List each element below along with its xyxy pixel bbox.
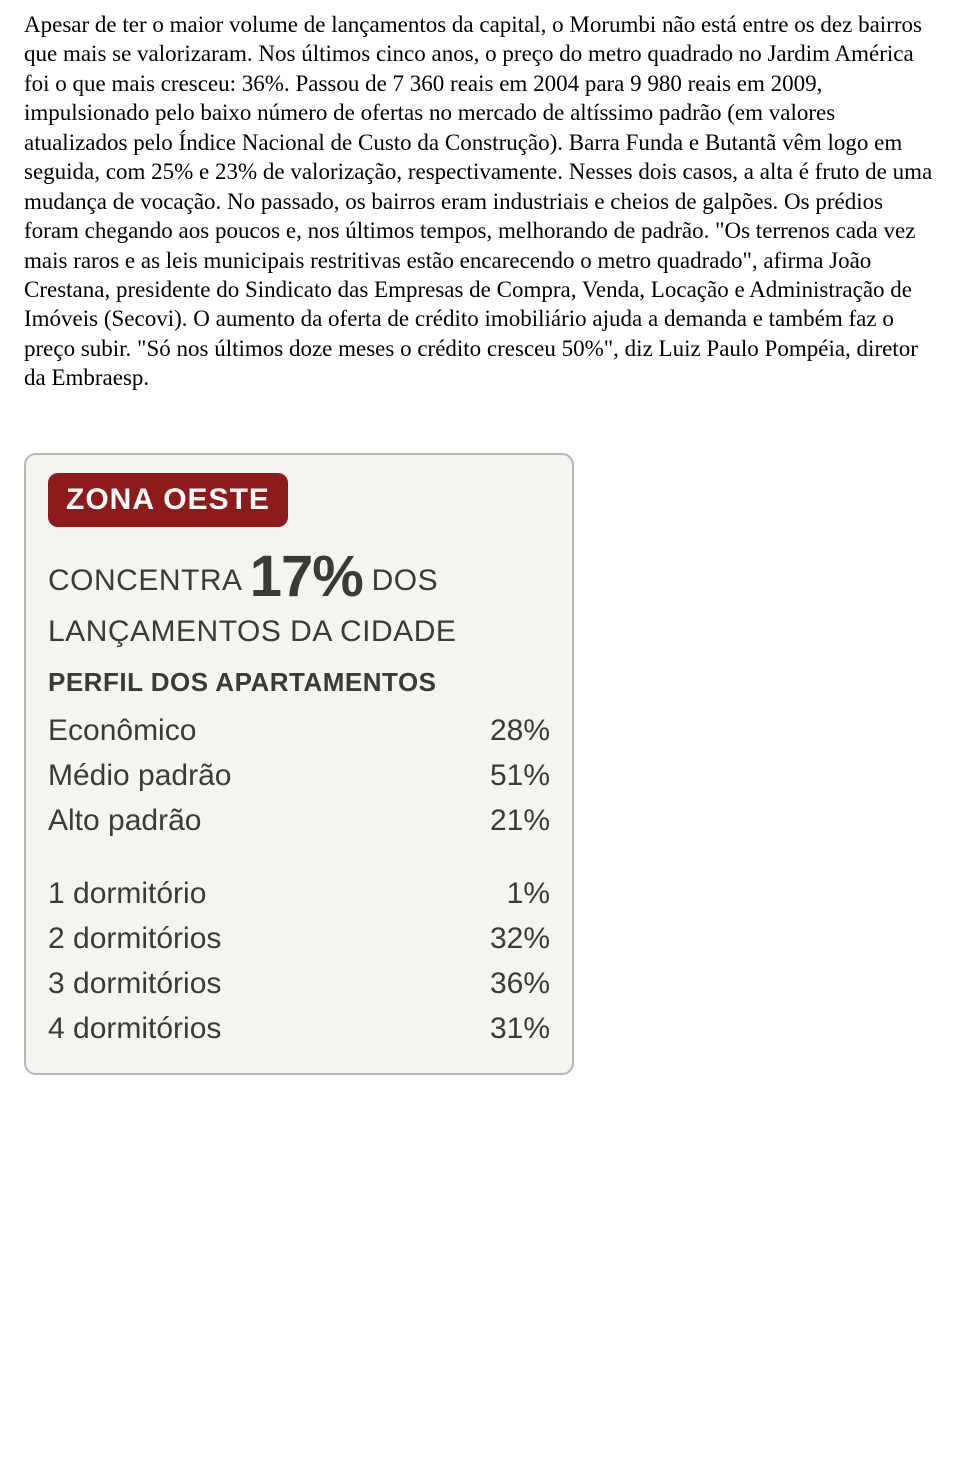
zone-badge: ZONA OESTE [48, 473, 288, 527]
card-headline: CONCENTRA 17% DOS LANÇAMENTOS DA CIDADE [48, 541, 550, 651]
table-row: 3 dormitórios 36% [48, 961, 550, 1006]
profile-subheader: PERFIL DOS APARTAMENTOS [48, 667, 550, 698]
bedroom-value: 1% [507, 871, 550, 916]
profile-value: 28% [490, 708, 550, 753]
bedroom-label: 2 dormitórios [48, 916, 221, 961]
headline-pre: CONCENTRA [48, 564, 250, 597]
profile-value: 21% [490, 798, 550, 843]
profile-label: Alto padrão [48, 798, 201, 843]
bedroom-value: 32% [490, 916, 550, 961]
article-paragraph: Apesar de ter o maior volume de lançamen… [24, 10, 936, 393]
table-row: 4 dormitórios 31% [48, 1006, 550, 1051]
bedroom-label: 4 dormitórios [48, 1006, 221, 1051]
bedroom-label: 3 dormitórios [48, 961, 221, 1006]
profile-value: 51% [490, 753, 550, 798]
table-row: 2 dormitórios 32% [48, 916, 550, 961]
headline-percent: 17% [250, 544, 363, 609]
zone-info-card: ZONA OESTE CONCENTRA 17% DOS LANÇAMENTOS… [24, 453, 574, 1075]
bedroom-value: 36% [490, 961, 550, 1006]
profile-label: Médio padrão [48, 753, 231, 798]
table-row: Econômico 28% [48, 708, 550, 753]
profile-label: Econômico [48, 708, 196, 753]
bedroom-value: 31% [490, 1006, 550, 1051]
table-row: Médio padrão 51% [48, 753, 550, 798]
bedroom-label: 1 dormitório [48, 871, 206, 916]
table-row: Alto padrão 21% [48, 798, 550, 843]
group-divider [48, 843, 550, 871]
table-row: 1 dormitório 1% [48, 871, 550, 916]
